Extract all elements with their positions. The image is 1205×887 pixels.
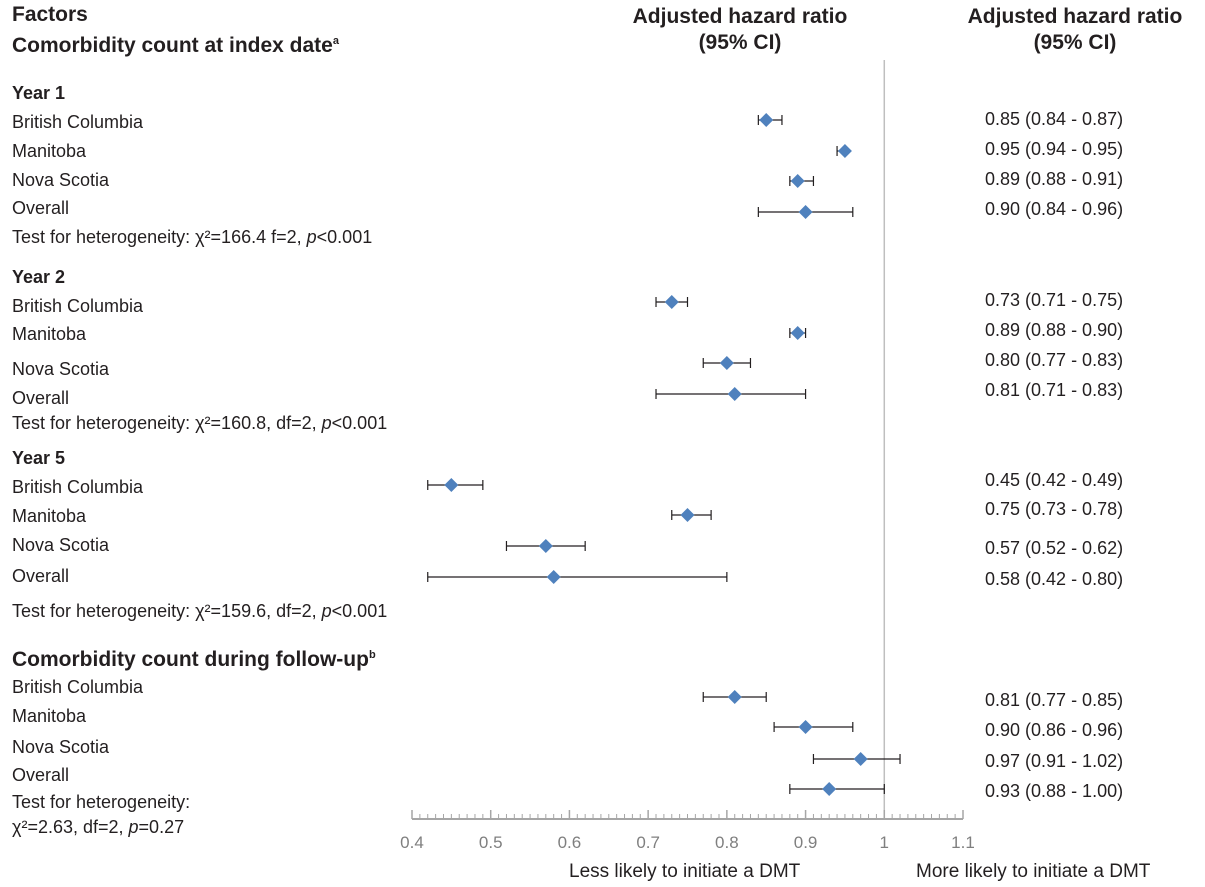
estimate-marker [822, 782, 837, 796]
ci-value: 0.97 (0.91 - 1.02) [985, 751, 1124, 771]
group-label-year2: Year 2 [12, 267, 66, 287]
ci-value: 0.58 (0.42 - 0.80) [985, 569, 1124, 589]
heterogeneity-test: Test for heterogeneity: χ²=160.8, df=2, … [12, 413, 388, 433]
row-label: Nova Scotia [12, 359, 110, 379]
ci-value: 0.89 (0.88 - 0.90) [985, 320, 1124, 340]
axis-left-label: Less likely to initiate a DMT [569, 861, 801, 882]
x-tick-label: 0.7 [636, 833, 660, 852]
x-tick-label: 0.8 [715, 833, 739, 852]
section-followup-title: Comorbidity count during follow-upb [12, 648, 376, 671]
x-tick-label: 0.6 [558, 833, 582, 852]
row-label: Nova Scotia [12, 170, 110, 190]
estimate-marker [727, 387, 742, 401]
ci-value: 0.89 (0.88 - 0.91) [985, 169, 1124, 189]
row-label: Manitoba [12, 506, 87, 526]
row-label: Overall [12, 566, 70, 586]
estimate-marker [798, 720, 813, 734]
ci-value: 0.57 (0.52 - 0.62) [985, 538, 1124, 558]
heterogeneity-test: Test for heterogeneity: χ²=159.6, df=2, … [12, 601, 388, 621]
row-label: Manitoba [12, 706, 87, 726]
estimate-marker [664, 295, 679, 309]
estimate-marker [759, 113, 774, 127]
ci-value: 0.45 (0.42 - 0.49) [985, 470, 1124, 490]
axis-right-label: More likely to initiate a DMT [916, 861, 1151, 882]
hazard-ratio-plot-header: Adjusted hazard ratio (95% CI) [632, 5, 848, 54]
ci-value: 0.81 (0.77 - 0.85) [985, 690, 1124, 710]
ci-value: 0.93 (0.88 - 1.00) [985, 781, 1124, 801]
row-label: Manitoba [12, 141, 87, 161]
heterogeneity-test: Test for heterogeneity: χ²=166.4 f=2, p<… [12, 227, 373, 247]
heterogeneity-test-line1: Test for heterogeneity: [12, 792, 191, 812]
ci-value: 0.75 (0.73 - 0.78) [985, 499, 1124, 519]
ci-value: 0.90 (0.84 - 0.96) [985, 199, 1124, 219]
ci-value: 0.80 (0.77 - 0.83) [985, 350, 1124, 370]
row-label: British Columbia [12, 112, 144, 132]
row-label: Overall [12, 765, 70, 785]
estimate-marker [444, 478, 459, 492]
group-label-year5: Year 5 [12, 448, 66, 468]
estimate-marker [680, 508, 695, 522]
estimate-marker [790, 326, 805, 340]
ci-value: 0.81 (0.71 - 0.83) [985, 380, 1124, 400]
row-label: Overall [12, 198, 70, 218]
hazard-ratio-ci-header: Adjusted hazard ratio (95% CI) [967, 5, 1183, 54]
row-label: British Columbia [12, 677, 144, 697]
x-tick-label: 0.4 [400, 833, 424, 852]
x-tick-label: 0.5 [479, 833, 503, 852]
row-label: Nova Scotia [12, 535, 110, 555]
row-label: British Columbia [12, 477, 144, 497]
estimate-marker [719, 356, 734, 370]
x-tick-label: 1.1 [951, 833, 975, 852]
row-label: Manitoba [12, 324, 87, 344]
section-index-date-title: Comorbidity count at index datea [12, 34, 339, 57]
row-label: Overall [12, 388, 70, 408]
ci-value: 0.95 (0.94 - 0.95) [985, 139, 1124, 159]
row-label: Nova Scotia [12, 737, 110, 757]
estimate-marker [546, 570, 561, 584]
ci-value: 0.90 (0.86 - 0.96) [985, 720, 1124, 740]
estimate-marker [853, 752, 868, 766]
x-tick-label: 0.9 [794, 833, 818, 852]
x-tick-label: 1 [880, 833, 889, 852]
estimate-marker [837, 144, 852, 158]
estimate-marker [538, 539, 553, 553]
row-label: British Columbia [12, 296, 144, 316]
estimate-marker [798, 205, 813, 219]
factors-header: Factors [12, 3, 88, 26]
estimate-marker [727, 690, 742, 704]
ci-value: 0.85 (0.84 - 0.87) [985, 109, 1124, 129]
estimate-marker [790, 174, 805, 188]
heterogeneity-test-line2: χ²=2.63, df=2, p=0.27 [12, 817, 185, 837]
group-label-year1: Year 1 [12, 83, 66, 103]
ci-value: 0.73 (0.71 - 0.75) [985, 290, 1124, 310]
